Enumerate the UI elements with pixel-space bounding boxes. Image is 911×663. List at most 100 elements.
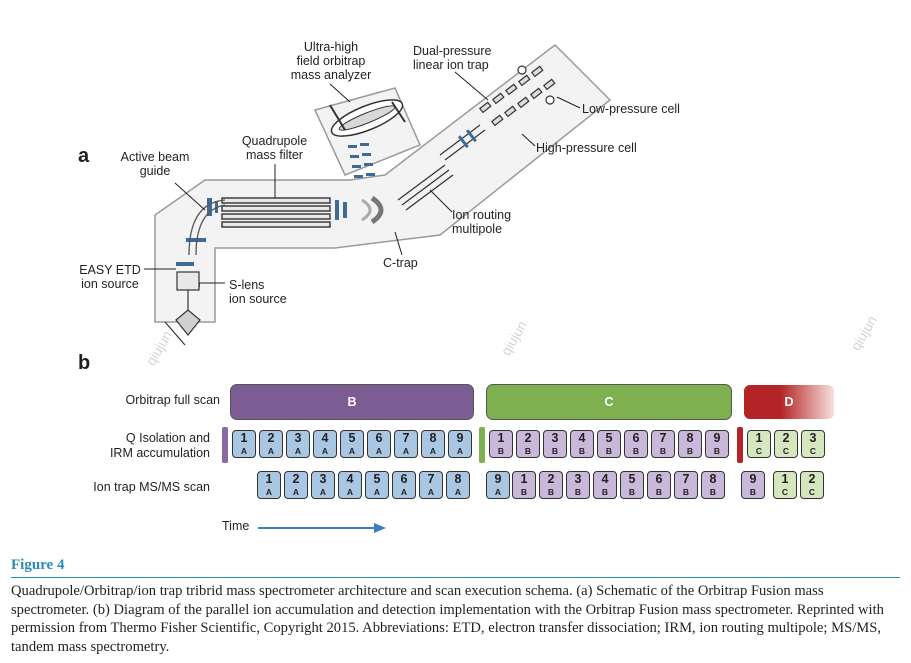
cell-subscript: A bbox=[240, 446, 248, 456]
label-line: Active beam bbox=[120, 150, 190, 164]
instrument-schematic bbox=[144, 44, 612, 346]
cell-subscript: B bbox=[574, 487, 582, 497]
label-line: multipole bbox=[452, 222, 503, 236]
label-line: mass filter bbox=[246, 148, 303, 162]
cell-number: 6 bbox=[655, 472, 663, 486]
quadrupole-rods bbox=[221, 197, 331, 228]
cell-number: 3 bbox=[294, 431, 302, 445]
cell-number: 1 bbox=[497, 431, 505, 445]
label-line: S-lens bbox=[229, 278, 265, 292]
cell-number: 9 bbox=[713, 431, 721, 445]
orbitrap-electrode bbox=[329, 99, 406, 137]
label-ion-routing: Ion routing multipole bbox=[452, 208, 511, 236]
c-trap bbox=[370, 195, 384, 225]
cell-number: 5 bbox=[373, 472, 381, 486]
cell-number: 5 bbox=[348, 431, 356, 445]
scan-bar-d: D bbox=[743, 384, 835, 420]
label-c-trap: C-trap bbox=[383, 256, 418, 270]
cell-number: 2 bbox=[292, 472, 300, 486]
cell-number: 3 bbox=[551, 431, 559, 445]
cell-subscript: A bbox=[292, 487, 300, 497]
cell-subscript: A bbox=[267, 446, 275, 456]
cell-number: 6 bbox=[632, 431, 640, 445]
leader-lines bbox=[144, 71, 581, 284]
label-line: ion source bbox=[81, 277, 139, 291]
cell-number: 6 bbox=[375, 431, 383, 445]
cell-subscript: A bbox=[400, 487, 408, 497]
accumulation-marker bbox=[479, 427, 485, 463]
label-line: ion source bbox=[229, 292, 287, 306]
cell-number: 3 bbox=[574, 472, 582, 486]
label-linear-trap: Dual-pressure linear ion trap bbox=[413, 44, 492, 72]
cell-number: 5 bbox=[605, 431, 613, 445]
cell-subscript: C bbox=[808, 487, 816, 497]
cell-subscript: B bbox=[628, 487, 636, 497]
cell-number: 2 bbox=[808, 472, 816, 486]
label-s-lens: S-lens ion source bbox=[229, 278, 287, 306]
cell-number: 3 bbox=[319, 472, 327, 486]
cell-number: 1 bbox=[265, 472, 273, 486]
cell-subscript: B bbox=[749, 487, 757, 497]
ion-source-stack bbox=[164, 271, 201, 346]
cell-subscript: B bbox=[659, 446, 667, 456]
cell-number: 6 bbox=[400, 472, 408, 486]
cell-subscript: B bbox=[547, 487, 555, 497]
cell-subscript: B bbox=[682, 487, 690, 497]
cell-subscript: C bbox=[809, 446, 817, 456]
ion-routing-multipole bbox=[397, 164, 454, 211]
cell-subscript: B bbox=[605, 446, 613, 456]
cell-subscript: A bbox=[454, 487, 462, 497]
cell-subscript: A bbox=[321, 446, 329, 456]
cell-number: 4 bbox=[346, 472, 354, 486]
time-label: Time bbox=[222, 519, 250, 533]
cell-subscript: B bbox=[601, 487, 609, 497]
panel-b-letter: b bbox=[78, 352, 91, 374]
cell-subscript: B bbox=[520, 487, 528, 497]
cell-subscript: B bbox=[524, 446, 532, 456]
label-line: guide bbox=[139, 164, 171, 178]
cell-number: 7 bbox=[402, 431, 410, 445]
linear-ion-trap bbox=[439, 65, 556, 161]
cell-number: 8 bbox=[686, 431, 694, 445]
housing-outline bbox=[154, 44, 612, 323]
label-line: Quadrupole bbox=[241, 134, 308, 148]
label-easy-etd: EASY ETD ion source bbox=[76, 263, 144, 291]
cell-number: 1 bbox=[755, 431, 763, 445]
cell-subscript: A bbox=[348, 446, 356, 456]
figure-rule bbox=[11, 577, 900, 578]
label-low-pressure-cell: Low-pressure cell bbox=[582, 102, 680, 116]
accumulation-marker bbox=[222, 427, 228, 463]
cell-subscript: A bbox=[456, 446, 464, 456]
active-beam-guide bbox=[195, 204, 226, 256]
cell-subscript: B bbox=[709, 487, 717, 497]
scan-bar-b: B bbox=[230, 384, 474, 420]
cell-number: 2 bbox=[267, 431, 275, 445]
cell-number: 1 bbox=[520, 472, 528, 486]
cell-subscript: B bbox=[578, 446, 586, 456]
cell-subscript: B bbox=[686, 446, 694, 456]
cell-number: 3 bbox=[809, 431, 817, 445]
cell-number: 2 bbox=[782, 431, 790, 445]
cell-number: 4 bbox=[578, 431, 586, 445]
panel-a-letter: a bbox=[78, 145, 90, 167]
